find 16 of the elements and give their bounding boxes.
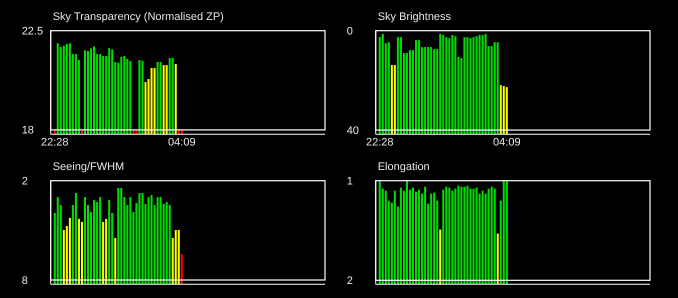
y-tick-label: 8 — [22, 274, 28, 287]
y-tick-label: 18 — [22, 124, 34, 137]
x-tick-label: 04:09 — [493, 136, 521, 148]
chart-title: Sky Brightness — [378, 11, 452, 23]
x-tick-label: 22:28 — [40, 136, 69, 148]
y-tick-label: 1 — [346, 176, 353, 188]
x-tick-label: 22:28 — [366, 136, 394, 148]
y-tick-label: 0 — [346, 26, 353, 38]
y-tick-label: 2 — [346, 275, 353, 288]
chart-title: Sky Transparency (Normalised ZP) — [52, 11, 224, 23]
y-tick-label: 22.5 — [22, 26, 44, 38]
x-tick-label: 04:09 — [168, 136, 196, 148]
chart-title: Elongation — [378, 161, 430, 173]
y-tick-label: 2 — [22, 176, 28, 188]
chart-title: Seeing/FWHM — [52, 161, 124, 173]
y-tick-label: 40 — [346, 124, 359, 137]
